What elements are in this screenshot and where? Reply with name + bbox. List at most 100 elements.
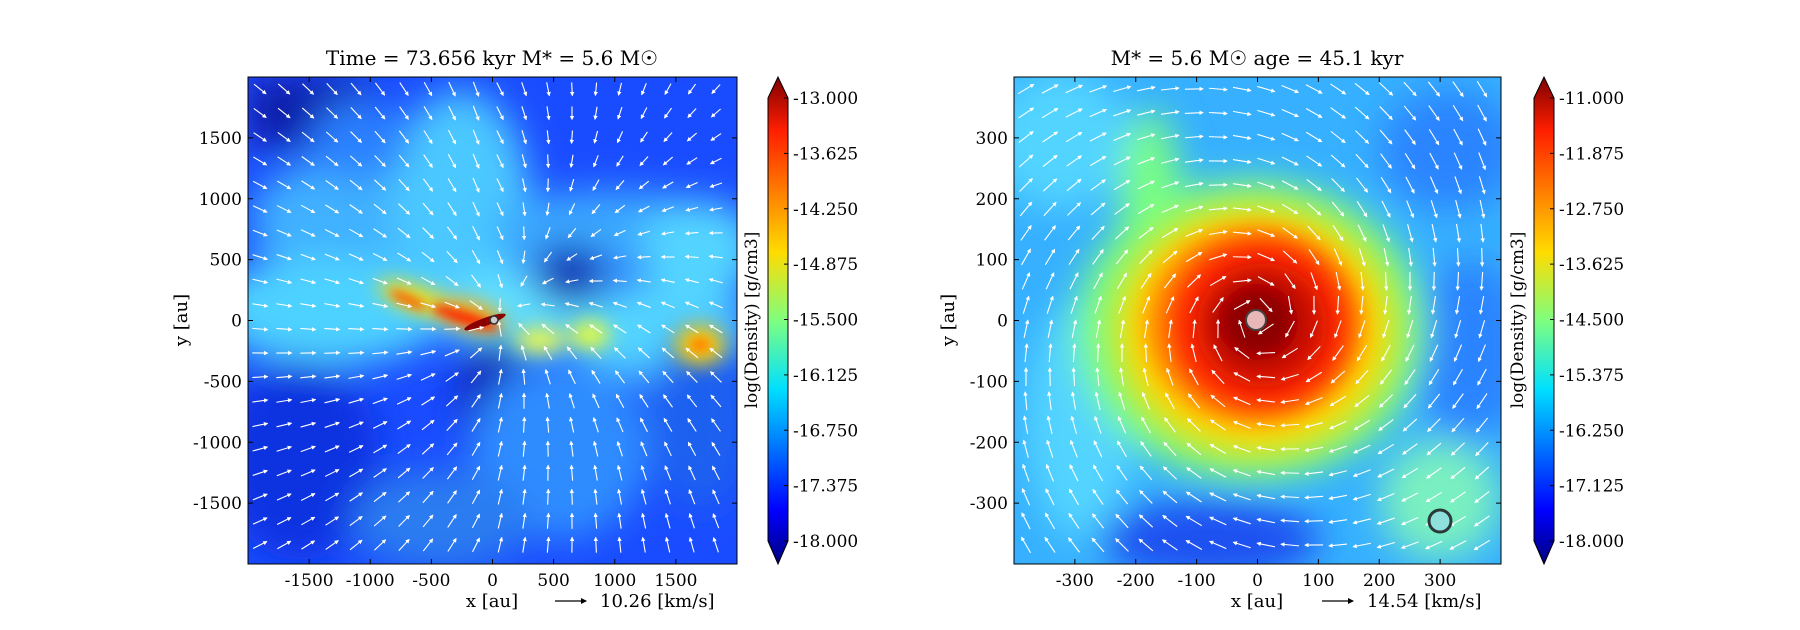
panel-1-velocity-arrow xyxy=(613,347,626,359)
panel-2-velocity-arrow xyxy=(1069,439,1078,458)
panel-1-xtick-label: 1500 xyxy=(654,571,697,591)
panel-1-velocity-arrow xyxy=(324,253,340,261)
panel-1-velocity-arrow xyxy=(637,324,651,334)
panel-1-velocity-arrow xyxy=(471,417,481,432)
panel-2-velocity-arrow xyxy=(1162,490,1178,504)
panel-2-velocity-arrow xyxy=(1233,300,1251,310)
panel-2: M* = 5.6 M☉ age = 45.1 kyr xyxy=(938,46,1624,612)
panel-2-velocity-arrow xyxy=(1187,274,1202,288)
panel-2-ytick-label: -100 xyxy=(970,372,1008,392)
panel-2-velocity-arrow xyxy=(1018,131,1034,143)
panel-1-velocity-arrow xyxy=(613,255,627,260)
panel-2-velocity-arrow xyxy=(1402,418,1418,432)
panel-2-velocity-arrow xyxy=(1044,248,1056,266)
panel-1-velocity-arrow xyxy=(472,105,480,121)
panel-2-velocity-arrow xyxy=(1306,155,1323,167)
panel-1-velocity-arrow xyxy=(709,182,723,188)
panel-1-velocity-arrow xyxy=(374,82,386,96)
panel-1-velocity-arrow xyxy=(685,206,699,212)
panel-2-velocity-arrow xyxy=(1021,487,1031,506)
panel-2-velocity-arrow xyxy=(1234,347,1250,359)
panel-2-velocity-arrow xyxy=(1427,393,1441,409)
panel-2-velocity-arrow xyxy=(1425,540,1443,550)
panel-1-velocity-arrow xyxy=(638,180,650,190)
panel-1-velocity-arrow xyxy=(325,540,339,550)
panel-1-velocity-arrow xyxy=(522,178,527,193)
panel-1-velocity-arrow xyxy=(252,180,268,190)
panel-1-velocity-arrow xyxy=(708,301,723,309)
panel-1-velocity-arrow xyxy=(520,275,528,287)
panel-2-velocity-arrow xyxy=(1142,295,1151,314)
panel-2-velocity-arrow xyxy=(1328,470,1347,477)
panel-1-velocity-arrow xyxy=(637,347,651,359)
panel-1-velocity-arrow xyxy=(397,420,412,430)
panel-1-velocity-arrow xyxy=(396,350,413,355)
panel-1-velocity-arrow xyxy=(687,417,697,432)
panel-1-velocity-arrow xyxy=(711,84,721,95)
panel-1-velocity-arrow xyxy=(684,231,699,236)
panel-1-velocity-arrow xyxy=(372,350,389,355)
panel-1-velocity-arrow xyxy=(324,469,340,477)
panel-2-velocity-arrow xyxy=(1328,445,1347,453)
panel-2-velocity-arrow xyxy=(1208,182,1228,188)
panel-1-velocity-arrow xyxy=(471,274,481,288)
panel-2-velocity-arrow xyxy=(1280,494,1300,499)
panel-2-velocity-arrow xyxy=(1067,202,1082,216)
panel-1-velocity-arrow xyxy=(569,464,574,481)
panel-2-velocity-arrow xyxy=(1113,85,1132,93)
panel-2-velocity-arrow xyxy=(1044,512,1056,530)
panel-1-velocity-arrow xyxy=(521,130,528,145)
panel-2-velocity-arrow xyxy=(1259,297,1273,313)
panel-2-velocity-arrow xyxy=(1045,272,1055,290)
panel-2-velocity-arrow xyxy=(1280,542,1300,547)
panel-2-velocity-arrow xyxy=(1161,181,1180,189)
panel-2-velocity-arrow xyxy=(1354,82,1370,96)
panel-1-velocity-arrow xyxy=(422,227,434,239)
panel-2-velocity-arrow xyxy=(1256,517,1276,524)
panel-1-velocity-arrow xyxy=(276,303,293,308)
panel-1-velocity-arrow xyxy=(446,442,458,456)
panel-1-velocity-arrow xyxy=(684,301,699,309)
panel-2-velocity-arrow xyxy=(1400,541,1419,549)
panel-1-velocity-arrow xyxy=(613,324,627,334)
panel-2-colorbar-tick-label: -18.000 xyxy=(1559,532,1624,552)
panel-1-velocity-arrow xyxy=(662,156,674,166)
panel-1-velocity-arrow xyxy=(349,492,364,502)
panel-1-ytick-label: 500 xyxy=(210,251,242,271)
panel-1-velocity-arrow xyxy=(541,323,555,335)
panel-1-velocity-arrow xyxy=(348,303,365,308)
panel-2-velocity-arrow xyxy=(1022,295,1030,314)
panel-2-title: M* = 5.6 M☉ age = 45.1 kyr xyxy=(1111,46,1404,70)
panel-2-velocity-arrow xyxy=(1208,206,1228,211)
panel-2-velocity-arrow xyxy=(1165,392,1175,410)
panel-1-velocity-arrow xyxy=(640,107,648,120)
panel-2-velocity-arrow xyxy=(1309,320,1319,339)
panel-2-velocity-arrow xyxy=(1456,247,1461,267)
panel-1-velocity-arrow xyxy=(398,538,410,552)
panel-1-velocity-arrow xyxy=(641,536,646,553)
panel-1-velocity-arrow xyxy=(469,347,483,359)
panel-1-velocity-arrow xyxy=(447,537,457,552)
panel-1-velocity-arrow xyxy=(661,347,675,359)
panel-2-velocity-arrow xyxy=(1257,157,1276,165)
panel-1-velocity-arrow xyxy=(397,491,411,503)
panel-1-xticks: -1500 -1000 -500 0 500 1000 1500 xyxy=(285,77,698,591)
panel-2-velocity-arrow xyxy=(1256,422,1276,427)
panel-2-velocity-arrow xyxy=(1165,296,1175,314)
panel-2-velocity-arrow xyxy=(1285,320,1295,338)
panel-2-velocity-arrow xyxy=(1452,393,1464,409)
panel-2-velocity-arrow xyxy=(1022,415,1029,435)
panel-2-velocity-arrow xyxy=(1045,463,1054,482)
panel-2-velocity-arrow xyxy=(1403,393,1417,409)
panel-2-velocity-arrow xyxy=(1304,471,1324,476)
panel-1-colorbar-tick-label: -14.875 xyxy=(793,255,858,275)
panel-1-velocity-arrow xyxy=(517,303,531,308)
panel-1-velocity-arrow xyxy=(569,82,575,97)
panel-2-velocity-arrow xyxy=(1020,536,1032,554)
panel-2-velocity-arrow xyxy=(1209,492,1227,502)
panel-2-velocity-arrow xyxy=(1280,423,1300,428)
panel-1-velocity-arrow xyxy=(497,320,502,337)
panel-1-velocity-arrow xyxy=(614,204,626,214)
panel-1-velocity-arrow xyxy=(421,419,435,431)
panel-1-velocity-arrow xyxy=(447,178,457,193)
